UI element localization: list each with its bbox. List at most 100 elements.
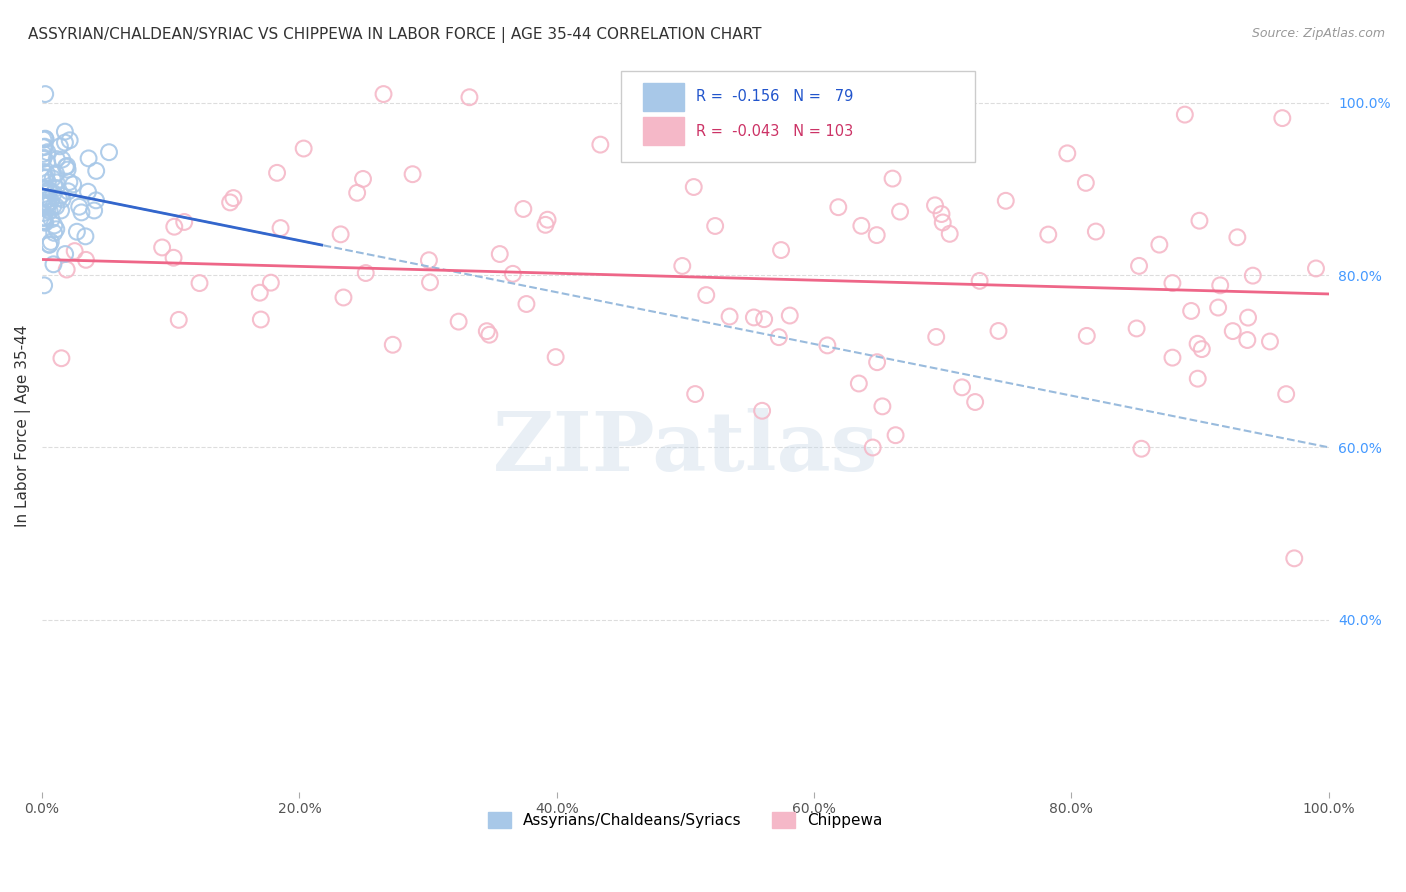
Point — [1149, 237, 1171, 252]
Point — [1180, 304, 1202, 318]
Point — [779, 309, 801, 323]
Point — [866, 228, 889, 243]
Point — [742, 310, 765, 325]
Point — [925, 330, 948, 344]
Point — [1226, 230, 1249, 244]
Point — [1188, 213, 1211, 227]
Point — [167, 313, 190, 327]
Point — [42, 200, 65, 214]
Point — [502, 267, 524, 281]
Point — [872, 400, 894, 414]
Point — [704, 219, 727, 233]
Text: ZIPatlas: ZIPatlas — [492, 408, 879, 488]
Point — [544, 350, 567, 364]
Point — [44, 226, 66, 240]
Point — [34, 215, 56, 229]
Point — [222, 191, 245, 205]
Point — [34, 182, 56, 196]
Point — [751, 404, 773, 418]
Point — [1125, 321, 1147, 335]
Point — [994, 194, 1017, 208]
Point — [53, 247, 76, 261]
Point — [37, 175, 59, 189]
Point — [950, 380, 973, 394]
Text: R =  -0.043   N = 103: R = -0.043 N = 103 — [696, 124, 853, 139]
Point — [754, 312, 776, 326]
Point — [55, 262, 77, 277]
Point — [884, 428, 907, 442]
Point — [37, 197, 59, 211]
Point — [67, 200, 90, 214]
Point — [34, 132, 56, 146]
Point — [1174, 107, 1197, 121]
Point — [51, 153, 73, 167]
Point — [1038, 227, 1060, 242]
Point — [49, 203, 72, 218]
Point — [55, 160, 77, 174]
Point — [682, 180, 704, 194]
Point — [38, 237, 60, 252]
Point — [965, 395, 987, 409]
Point — [34, 216, 56, 230]
Point — [49, 188, 72, 202]
Point — [1161, 276, 1184, 290]
Point — [1187, 336, 1209, 351]
Point — [35, 198, 58, 212]
Legend: Assyrians/Chaldeans/Syriacs, Chippewa: Assyrians/Chaldeans/Syriacs, Chippewa — [481, 805, 890, 836]
Point — [32, 151, 55, 165]
Point — [34, 181, 56, 195]
Point — [447, 315, 470, 329]
Point — [39, 235, 62, 249]
Text: Source: ZipAtlas.com: Source: ZipAtlas.com — [1251, 27, 1385, 40]
Point — [70, 205, 93, 219]
Point — [44, 219, 66, 233]
Point — [827, 200, 849, 214]
Point — [329, 227, 352, 242]
Point — [173, 215, 195, 229]
Point — [1084, 225, 1107, 239]
Point — [32, 147, 55, 161]
Point — [1209, 278, 1232, 293]
Point — [1130, 442, 1153, 456]
Point — [34, 211, 56, 225]
Point — [512, 202, 534, 216]
Point — [37, 155, 59, 169]
Point — [32, 132, 55, 146]
Point — [45, 200, 67, 214]
Point — [77, 185, 100, 199]
Point — [875, 130, 897, 145]
Point — [75, 229, 97, 244]
Point — [188, 276, 211, 290]
Point — [815, 338, 838, 352]
Point — [381, 337, 404, 351]
Point — [851, 219, 873, 233]
Point — [49, 139, 72, 153]
Point — [34, 131, 56, 145]
Point — [51, 192, 73, 206]
Text: ASSYRIAN/CHALDEAN/SYRIAC VS CHIPPEWA IN LABOR FORCE | AGE 35-44 CORRELATION CHAR: ASSYRIAN/CHALDEAN/SYRIAC VS CHIPPEWA IN … — [28, 27, 762, 43]
Point — [332, 291, 354, 305]
Point — [32, 278, 55, 293]
Point — [77, 152, 100, 166]
Point — [38, 184, 60, 198]
Point — [45, 176, 67, 190]
Point — [32, 152, 55, 166]
Point — [938, 227, 960, 241]
Point — [346, 186, 368, 200]
Point — [768, 330, 790, 344]
Point — [848, 376, 870, 391]
Point — [41, 171, 63, 186]
Point — [1237, 310, 1260, 325]
Point — [32, 195, 55, 210]
Point — [488, 247, 510, 261]
Point — [32, 211, 55, 226]
Point — [250, 312, 273, 326]
Point — [266, 166, 288, 180]
Point — [1271, 111, 1294, 125]
Point — [51, 351, 73, 366]
Point — [249, 285, 271, 300]
Point — [41, 212, 63, 227]
Bar — [643, 83, 685, 111]
Point — [59, 133, 82, 147]
Y-axis label: In Labor Force | Age 35-44: In Labor Force | Age 35-44 — [15, 325, 31, 527]
